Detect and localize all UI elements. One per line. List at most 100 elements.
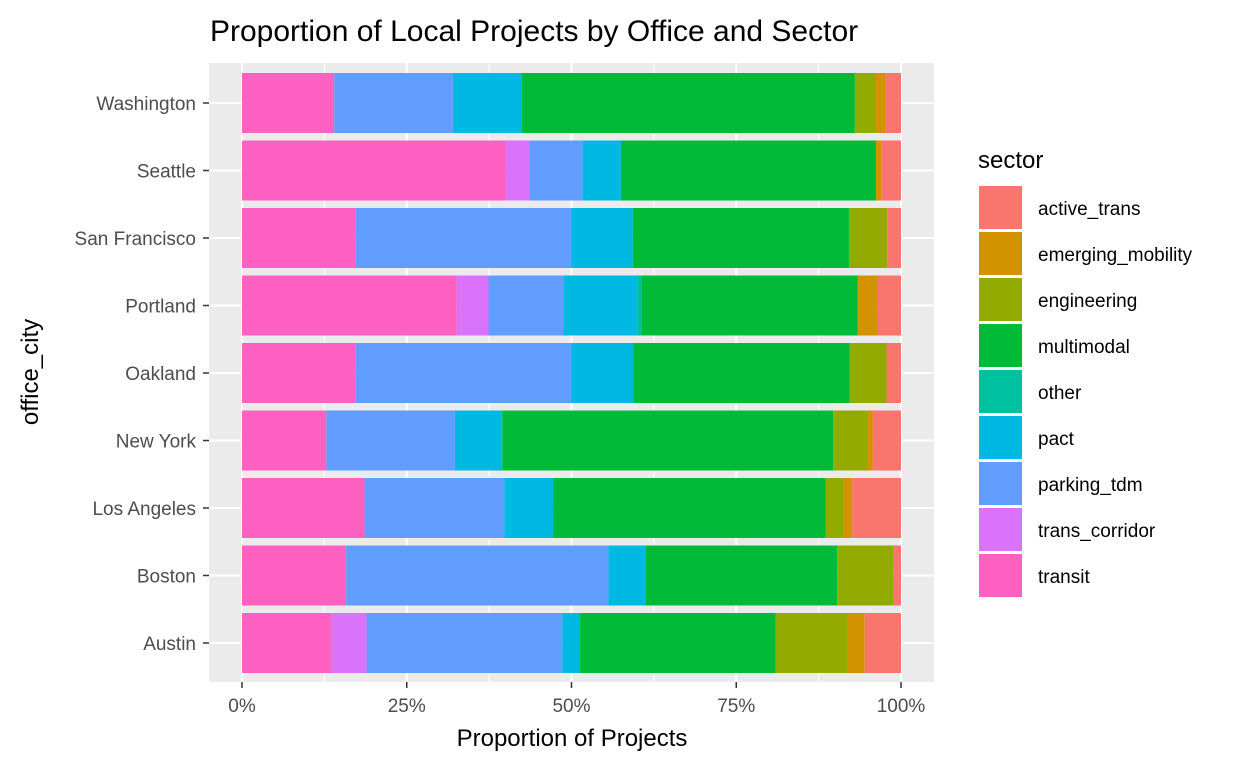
bar-segment-transit bbox=[242, 275, 457, 336]
x-tick-label: 0% bbox=[228, 696, 256, 717]
chart-title: Proportion of Local Projects by Office a… bbox=[210, 15, 858, 48]
bar-segment-multimodal bbox=[553, 478, 826, 538]
bars bbox=[242, 73, 901, 673]
legend-key-pact bbox=[979, 416, 1022, 459]
bar-segment-transit bbox=[242, 208, 356, 268]
x-tick-label: 25% bbox=[388, 696, 426, 717]
bar-segment-emerging_mobility bbox=[846, 613, 865, 673]
legend-title: sector bbox=[978, 147, 1043, 174]
bar-segment-other bbox=[637, 275, 642, 336]
y-tick-label: New York bbox=[116, 432, 197, 453]
bar-segment-multimodal bbox=[632, 208, 849, 268]
legend-key-trans_corridor bbox=[979, 508, 1022, 551]
y-axis: Washington Seattle San Francisco Portland Oa… bbox=[75, 94, 209, 655]
bar-segment-active_trans bbox=[877, 275, 901, 336]
y-tick-label: Oakland bbox=[125, 364, 196, 385]
bar-segment-parking_tdm bbox=[488, 275, 564, 336]
bar-segment-engineering bbox=[849, 343, 887, 403]
bar-segment-trans_corridor bbox=[456, 275, 489, 336]
legend-label: pact bbox=[1038, 429, 1075, 450]
bar-segment-engineering bbox=[848, 208, 888, 268]
x-axis: 0% 25% 50% 75% 100% bbox=[228, 682, 925, 717]
y-tick-label: Boston bbox=[137, 567, 196, 588]
legend-label: multimodal bbox=[1038, 337, 1130, 358]
bar-segment-pact bbox=[454, 410, 503, 471]
legend-label: parking_tdm bbox=[1038, 475, 1143, 496]
bar-segment-engineering bbox=[854, 73, 876, 133]
bar-segment-emerging_mobility bbox=[875, 140, 882, 201]
bar-segment-transit bbox=[242, 73, 335, 133]
bar-segment-transit bbox=[242, 545, 347, 606]
bar-segment-active_trans bbox=[852, 478, 901, 538]
bar-segment-multimodal bbox=[620, 140, 876, 201]
bar-segment-engineering bbox=[837, 545, 894, 606]
bar-segment-multimodal bbox=[580, 613, 776, 673]
bar-segment-active_trans bbox=[872, 410, 901, 471]
legend-key-parking_tdm bbox=[979, 462, 1022, 505]
legend-label: transit bbox=[1038, 567, 1090, 588]
bar-segment-multimodal bbox=[502, 410, 834, 471]
bar-segment-active_trans bbox=[893, 545, 901, 606]
legend-label: trans_corridor bbox=[1038, 521, 1156, 542]
bar-segment-transit bbox=[242, 343, 356, 403]
legend-key-other bbox=[979, 370, 1022, 413]
bar-segment-active_trans bbox=[885, 73, 901, 133]
bar-segment-pact bbox=[563, 275, 638, 336]
bar-segment-parking_tdm bbox=[364, 478, 505, 538]
bar-segment-pact bbox=[571, 343, 634, 403]
bar-segment-emerging_mobility bbox=[843, 478, 853, 538]
bar-segment-parking_tdm bbox=[355, 208, 572, 268]
y-tick-label: Seattle bbox=[137, 162, 196, 183]
bar-segment-active_trans bbox=[881, 140, 901, 201]
bar-segment-parking_tdm bbox=[326, 410, 455, 471]
legend-label: active_trans bbox=[1038, 199, 1140, 220]
y-tick-label: Portland bbox=[125, 297, 196, 318]
bar-segment-pact bbox=[571, 208, 633, 268]
bar-segment-multimodal bbox=[645, 545, 838, 606]
bar-segment-pact bbox=[452, 73, 523, 133]
x-tick-label: 50% bbox=[552, 696, 590, 717]
bar-segment-multimodal bbox=[522, 73, 855, 133]
bar-segment-active_trans bbox=[864, 613, 901, 673]
bar-segment-parking_tdm bbox=[366, 613, 563, 673]
bar-segment-engineering bbox=[833, 410, 869, 471]
legend-key-engineering bbox=[979, 278, 1022, 321]
bar-segment-active_trans bbox=[886, 343, 901, 403]
bar-segment-emerging_mobility bbox=[875, 73, 886, 133]
x-tick-label: 75% bbox=[717, 696, 755, 717]
bar-segment-transit bbox=[242, 410, 327, 471]
bar-segment-emerging_mobility bbox=[868, 410, 873, 471]
legend-key-multimodal bbox=[979, 324, 1022, 367]
bar-segment-transit bbox=[242, 140, 506, 201]
bar-segment-pact bbox=[608, 545, 646, 606]
legend-label: engineering bbox=[1038, 291, 1137, 312]
legend-label: emerging_mobility bbox=[1038, 245, 1193, 266]
bar-segment-parking_tdm bbox=[346, 545, 609, 606]
bar-segment-parking_tdm bbox=[355, 343, 572, 403]
bar-segment-parking_tdm bbox=[334, 73, 453, 133]
bar-segment-pact bbox=[582, 140, 621, 201]
bar-segment-transit bbox=[242, 478, 365, 538]
bar-segment-pact bbox=[504, 478, 554, 538]
y-axis-title: office_city bbox=[17, 319, 44, 425]
x-tick-label: 100% bbox=[877, 696, 926, 717]
bar-segment-transit bbox=[242, 613, 331, 673]
bar-segment-engineering bbox=[775, 613, 847, 673]
bar-segment-trans_corridor bbox=[330, 613, 367, 673]
legend-key-emerging_mobility bbox=[979, 232, 1022, 275]
legend-key-transit bbox=[979, 554, 1022, 597]
y-tick-label: San Francisco bbox=[75, 229, 196, 250]
bar-segment-active_trans bbox=[887, 208, 901, 268]
bar-segment-engineering bbox=[825, 478, 844, 538]
bar-segment-trans_corridor bbox=[505, 140, 530, 201]
bar-segment-multimodal bbox=[641, 275, 858, 336]
legend-key-active_trans bbox=[979, 186, 1022, 229]
x-axis-title: Proportion of Projects bbox=[457, 725, 688, 752]
bar-segment-emerging_mobility bbox=[857, 275, 878, 336]
bar-segment-pact bbox=[562, 613, 581, 673]
y-tick-label: Los Angeles bbox=[92, 499, 196, 520]
bar-segment-multimodal bbox=[633, 343, 850, 403]
legend: sector active_trans emerging_mobilityengi… bbox=[978, 147, 1193, 597]
